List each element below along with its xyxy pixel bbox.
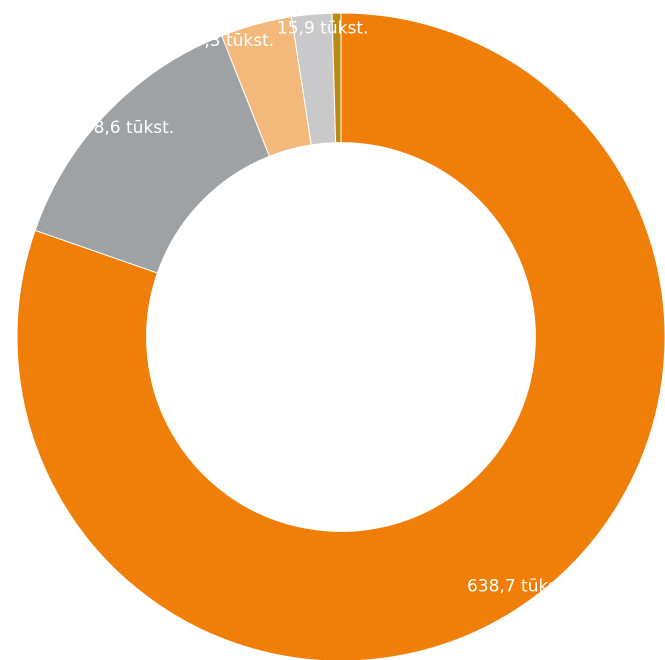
slice-label-2: 28,3 tūkst. <box>183 31 274 51</box>
donut-slices <box>16 12 665 660</box>
slice-labels: 638,7 tūkst. 108,6 tūkst. 28,3 tūkst.15,9 … <box>72 19 569 597</box>
slice-label-3: 15,9 tūkst. <box>277 19 368 39</box>
donut-slice-4 <box>331 12 342 144</box>
donut-slice-1 <box>34 35 271 274</box>
slice-label-1: 108,6 tūkst. <box>72 118 174 138</box>
slice-label-0: 638,7 tūkst. <box>467 576 569 596</box>
donut-slice-0 <box>16 12 665 660</box>
